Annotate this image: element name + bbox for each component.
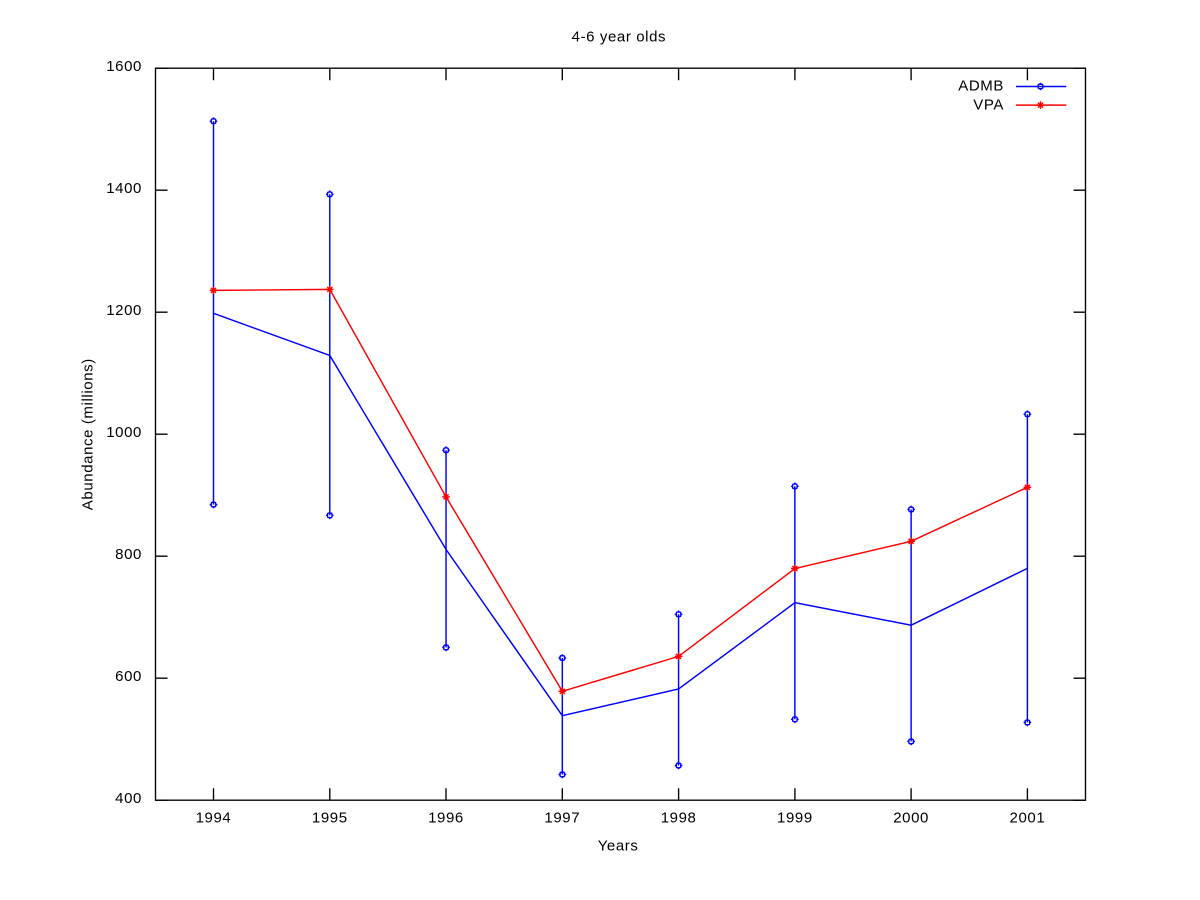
svg-text:1200: 1200 [106,302,142,319]
svg-text:1998: 1998 [661,809,697,826]
svg-text:1400: 1400 [106,180,142,197]
svg-text:1994: 1994 [196,809,232,826]
svg-text:1997: 1997 [544,809,580,826]
svg-text:ADMB: ADMB [958,78,1004,95]
svg-text:1999: 1999 [777,809,813,826]
svg-text:400: 400 [115,790,142,807]
svg-text:4-6 year olds: 4-6 year olds [572,28,667,45]
svg-text:2000: 2000 [893,809,929,826]
svg-text:1600: 1600 [106,58,142,75]
svg-text:1995: 1995 [312,809,348,826]
svg-text:Years: Years [598,838,639,855]
svg-text:2001: 2001 [1010,809,1046,826]
svg-text:VPA: VPA [973,96,1004,113]
svg-text:Abundance (millions): Abundance (millions) [79,358,96,510]
svg-text:1996: 1996 [428,809,464,826]
svg-text:800: 800 [115,546,142,563]
svg-text:600: 600 [115,668,142,685]
svg-text:1000: 1000 [106,424,142,441]
